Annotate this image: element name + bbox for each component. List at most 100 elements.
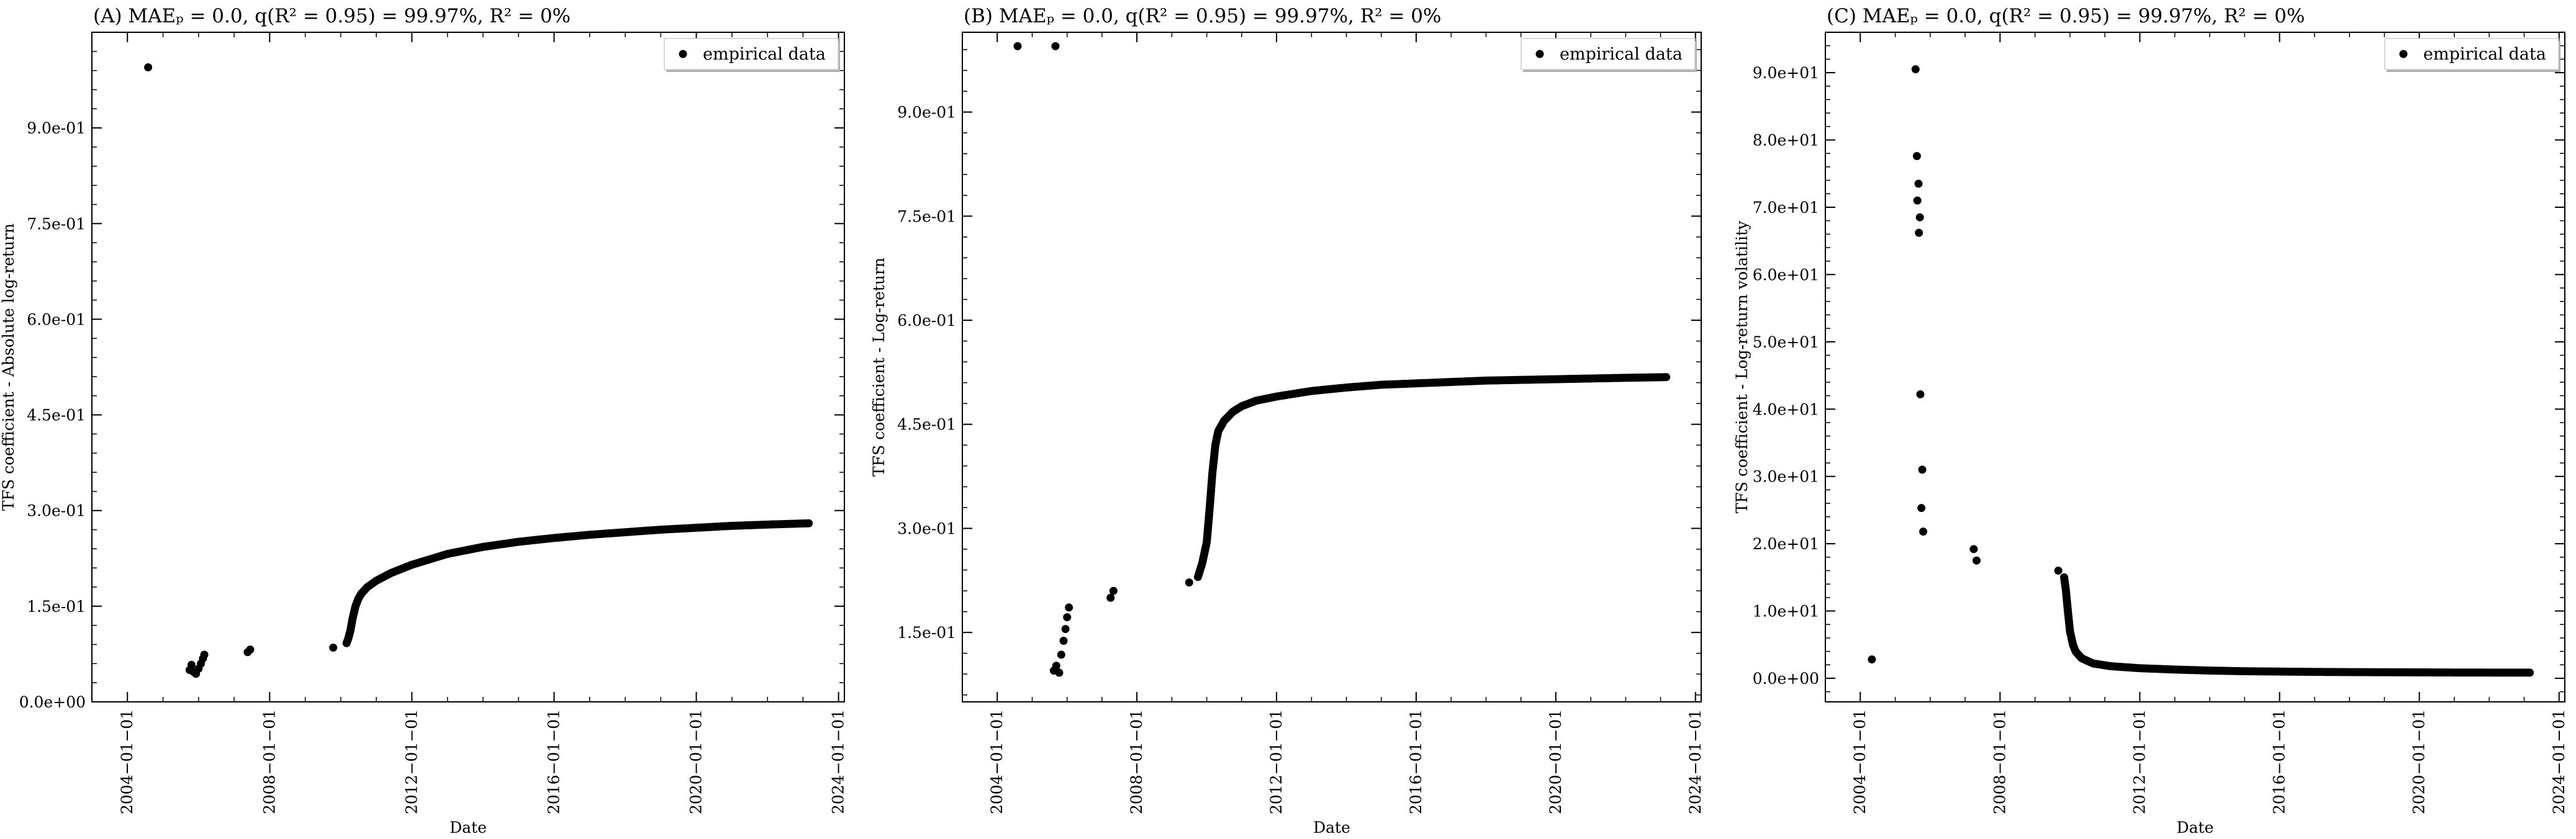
x-tick-label: 2020−01−01 — [687, 709, 705, 814]
legend-entry: empirical data — [1560, 45, 1683, 64]
y-tick-label: 1.5e-01 — [897, 624, 956, 642]
x-tick-label: 2016−01−01 — [1407, 709, 1425, 814]
legend-box — [2384, 38, 2559, 70]
data-point — [1969, 545, 1978, 554]
y-axis-label: TFS coefficient - Absolute log-return — [0, 223, 17, 511]
y-tick-label: 9.0e+01 — [1753, 64, 1819, 82]
chart-title: (B) MAEₚ = 0.0, q(R² = 0.95) = 99.97%, R… — [964, 5, 1441, 27]
data-point — [1912, 152, 1921, 161]
y-tick-label: 9.0e-01 — [897, 104, 956, 122]
x-tick-label: 2016−01−01 — [545, 709, 563, 814]
legend-entry: empirical data — [2423, 45, 2546, 64]
x-axis-label: Date — [1313, 819, 1350, 837]
data-point — [1913, 196, 1922, 205]
data-point — [1185, 578, 1193, 587]
chart-title: (C) MAEₚ = 0.0, q(R² = 0.95) = 99.97%, R… — [1827, 5, 2305, 27]
y-tick-label: 8.0e+01 — [1753, 132, 1819, 150]
data-point — [2526, 668, 2534, 677]
data-point — [246, 645, 255, 654]
x-tick-label: 2016−01−01 — [2271, 709, 2289, 814]
plot-frame — [962, 32, 1702, 702]
data-point — [1052, 662, 1060, 670]
x-tick-label: 2024−01−01 — [1686, 709, 1704, 814]
y-tick-label: 1.5e-01 — [27, 598, 86, 616]
data-point — [1057, 650, 1065, 659]
data-point — [1868, 655, 1876, 664]
x-tick-label: 2004−01−01 — [1851, 709, 1869, 814]
data-point — [1917, 504, 1926, 513]
y-axis-label: TFS coefficient - Log-return — [870, 258, 888, 477]
panel-b: (B) MAEₚ = 0.0, q(R² = 0.95) = 99.97%, R… — [870, 5, 1704, 837]
chart-title: (A) MAEₚ = 0.0, q(R² = 0.95) = 99.97%, R… — [93, 5, 571, 27]
x-tick-label: 2008−01−01 — [260, 709, 278, 814]
x-tick-label: 2020−01−01 — [2410, 709, 2428, 814]
data-point — [1109, 586, 1118, 595]
y-tick-label: 0.0e+00 — [19, 693, 86, 711]
legend: empirical data — [664, 38, 840, 72]
x-tick-label: 2008−01−01 — [1991, 709, 2009, 814]
series-empirical-data — [144, 63, 813, 678]
y-tick-label: 6.0e-01 — [897, 312, 956, 330]
x-tick-label: 2012−01−01 — [2130, 709, 2148, 814]
data-point — [2054, 567, 2063, 575]
x-tick-label: 2012−01−01 — [1267, 709, 1285, 814]
data-point — [1915, 213, 1924, 222]
data-point — [1013, 42, 1022, 50]
series-empirical-data — [1868, 65, 2534, 677]
y-axis-label: TFS coefficient - Log-return volatility — [1733, 220, 1751, 513]
y-tick-label: 0.0e+00 — [1753, 670, 1819, 688]
data-point — [1914, 179, 1923, 188]
legend-entry: empirical data — [703, 45, 826, 64]
data-point — [200, 650, 209, 659]
legend-marker — [1535, 50, 1544, 58]
data-point — [1911, 65, 1920, 74]
x-tick-label: 2008−01−01 — [1128, 709, 1146, 814]
series-empirical-data — [1013, 42, 1671, 677]
y-tick-label: 4.5e-01 — [897, 416, 956, 434]
data-point — [1918, 465, 1927, 474]
panel-a: (A) MAEₚ = 0.0, q(R² = 0.95) = 99.97%, R… — [0, 5, 847, 837]
x-axis-label: Date — [2177, 819, 2214, 837]
y-tick-label: 7.0e+01 — [1753, 199, 1819, 217]
y-tick-label: 6.0e+01 — [1753, 266, 1819, 284]
data-point — [1915, 228, 1923, 237]
y-tick-label: 2.0e+01 — [1753, 535, 1819, 553]
y-tick-label: 5.0e+01 — [1753, 333, 1819, 351]
x-tick-label: 2024−01−01 — [2550, 709, 2568, 814]
data-point — [144, 63, 153, 72]
data-point — [1051, 42, 1060, 50]
x-tick-label: 2012−01−01 — [402, 709, 420, 814]
data-point — [187, 660, 196, 669]
data-point — [1973, 556, 1981, 565]
plot-frame — [1825, 32, 2565, 702]
data-point — [1916, 390, 1925, 398]
data-point — [1061, 625, 1070, 634]
x-tick-label: 2024−01−01 — [829, 709, 847, 814]
x-tick-label: 2004−01−01 — [118, 709, 136, 814]
legend: empirical data — [1521, 38, 1697, 72]
data-point — [1106, 593, 1115, 602]
data-point — [1662, 373, 1671, 382]
legend-marker — [679, 50, 687, 58]
legend-box — [1521, 38, 1696, 70]
x-axis-label: Date — [450, 819, 487, 837]
y-tick-label: 3.0e+01 — [1753, 468, 1819, 486]
data-point — [805, 519, 813, 527]
data-point — [1059, 637, 1068, 645]
y-tick-label: 1.0e+01 — [1753, 603, 1819, 621]
y-tick-label: 3.0e-01 — [897, 519, 956, 537]
data-point — [1063, 613, 1072, 622]
x-tick-label: 2004−01−01 — [988, 709, 1006, 814]
panel-c: (C) MAEₚ = 0.0, q(R² = 0.95) = 99.97%, R… — [1733, 5, 2568, 837]
y-tick-label: 6.0e-01 — [27, 310, 86, 328]
legend-box — [664, 38, 839, 70]
y-tick-label: 7.5e-01 — [897, 207, 956, 225]
legend: empirical data — [2384, 38, 2560, 72]
y-tick-label: 4.5e-01 — [27, 406, 86, 424]
data-point — [1919, 527, 1928, 536]
plot-frame — [91, 32, 845, 702]
x-tick-label: 2020−01−01 — [1547, 709, 1565, 814]
data-point — [329, 644, 338, 652]
y-tick-label: 7.5e-01 — [27, 215, 86, 233]
